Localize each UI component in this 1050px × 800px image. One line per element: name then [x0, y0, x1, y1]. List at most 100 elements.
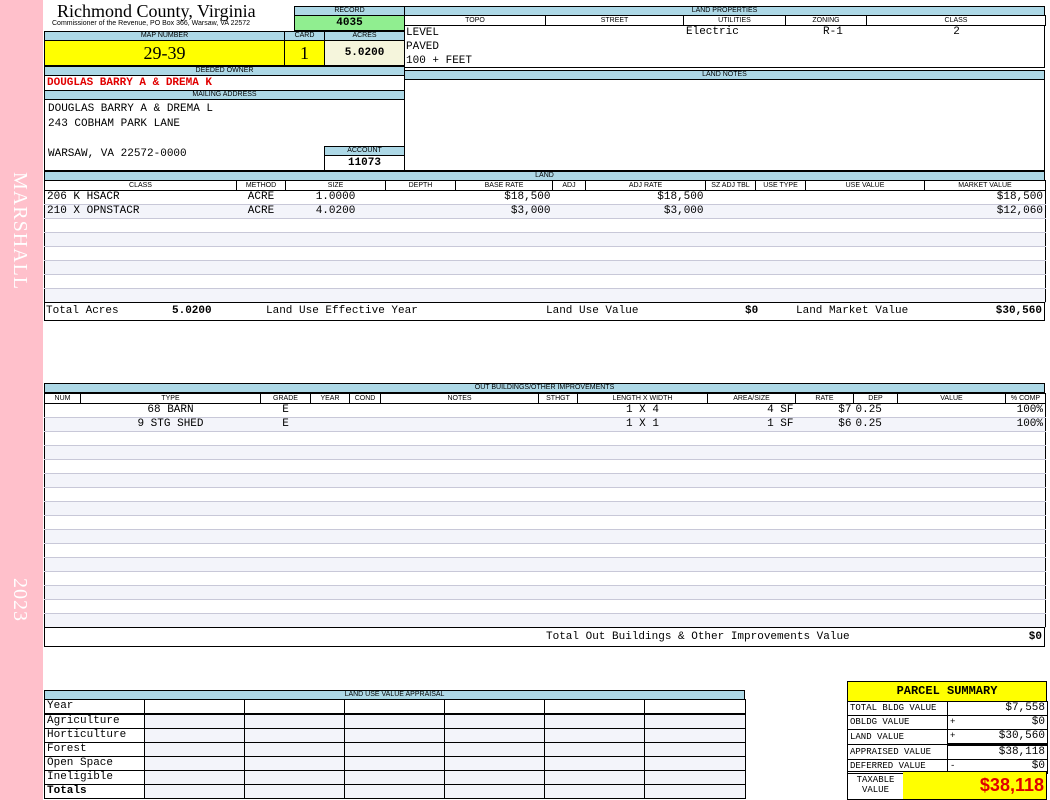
table-cell — [705, 246, 756, 261]
summary-sign: + — [950, 717, 956, 727]
table-cell — [552, 274, 586, 289]
table-cell — [310, 529, 350, 544]
table-row — [44, 445, 1046, 460]
table-cell — [385, 288, 456, 303]
table-cell: E — [260, 417, 311, 432]
table-cell — [544, 742, 645, 757]
land-market-value-label: Land Market Value — [796, 305, 909, 317]
table-cell — [795, 445, 854, 460]
table-cell: 100% — [1005, 403, 1046, 418]
table-cell — [310, 515, 350, 530]
table-cell — [380, 613, 539, 628]
table-cell — [44, 529, 81, 544]
table-cell: $7 — [795, 403, 854, 418]
table-cell — [538, 459, 578, 474]
table-row — [44, 487, 1046, 502]
table-row — [44, 459, 1046, 474]
table-cell — [544, 699, 645, 715]
table-cell — [80, 459, 261, 474]
parcel-summary-table: TOTAL BLDG VALUE $7,558 OBLDG VALUE + $0 LAND… — [847, 701, 1048, 774]
table-cell — [344, 742, 445, 757]
table-cell — [755, 274, 806, 289]
table-cell — [552, 288, 586, 303]
table-cell — [144, 742, 245, 757]
table-cell — [444, 742, 545, 757]
summary-label: OBLDG VALUE — [847, 715, 948, 730]
table-cell — [538, 473, 578, 488]
table-cell — [44, 232, 237, 247]
table-cell — [853, 445, 898, 460]
header-row: CLASS METHOD SIZE DEPTH BASE RATE ADJ ADJ RATE… — [44, 180, 1046, 191]
outbuildings-total: Total Out Buildings & Other Improvements… — [44, 627, 1045, 647]
table-cell: 1 X 1 — [577, 417, 708, 432]
table-cell — [80, 571, 261, 586]
row-label: Open Space — [44, 756, 145, 771]
table-cell — [853, 473, 898, 488]
table-cell — [349, 599, 381, 614]
table-cell — [44, 473, 81, 488]
table-cell — [795, 529, 854, 544]
table-cell — [707, 557, 796, 572]
land-notes-label: LAND NOTES — [404, 70, 1045, 80]
table-cell — [577, 599, 708, 614]
table-cell — [707, 571, 796, 586]
table-cell — [897, 529, 1006, 544]
table-cell — [705, 232, 756, 247]
column-header: YEAR — [310, 393, 350, 404]
table-cell — [644, 742, 746, 757]
table-cell — [349, 613, 381, 628]
table-cell — [853, 585, 898, 600]
column-header: COND — [349, 393, 381, 404]
table-cell — [897, 599, 1006, 614]
table-cell — [897, 459, 1006, 474]
column-header: % COMP — [1005, 393, 1046, 404]
account-number: 11073 — [324, 155, 405, 171]
table-cell — [44, 288, 237, 303]
table-cell — [897, 515, 1006, 530]
table-cell — [755, 190, 806, 205]
land-use-row: Open Space — [44, 756, 746, 771]
total-acres: 5.0200 — [172, 305, 212, 317]
table-cell — [577, 459, 708, 474]
table-row — [44, 599, 1046, 614]
column-header: USE VALUE — [805, 180, 925, 191]
table-cell — [795, 515, 854, 530]
table-cell — [707, 599, 796, 614]
utilities-value: Electric — [686, 26, 739, 38]
table-cell — [310, 557, 350, 572]
column-header: TYPE — [80, 393, 261, 404]
table-row: 206 K HSACR ACRE 1.0000 $18,500 $18,500 $18,5… — [44, 190, 1046, 205]
table-cell — [244, 742, 345, 757]
table-cell — [1005, 459, 1046, 474]
table-cell — [853, 529, 898, 544]
table-cell — [1005, 445, 1046, 460]
column-header: NOTES — [380, 393, 539, 404]
table-cell — [707, 445, 796, 460]
table-cell: 1 X 4 — [577, 403, 708, 418]
table-cell — [707, 431, 796, 446]
mailing-line: DOUGLAS BARRY A & DREMA L — [48, 103, 214, 115]
summary-amount: $0 — [1031, 716, 1045, 729]
table-cell — [385, 204, 456, 219]
summary-amount: $7,558 — [1005, 702, 1045, 715]
row-label: Horticulture — [44, 728, 145, 743]
table-cell: 4.0200 — [285, 204, 386, 219]
table-cell — [455, 246, 553, 261]
table-cell — [707, 515, 796, 530]
table-cell — [805, 288, 925, 303]
table-cell — [795, 571, 854, 586]
table-cell — [585, 274, 706, 289]
table-cell — [285, 260, 386, 275]
table-cell — [644, 756, 746, 771]
table-cell — [344, 699, 445, 715]
table-cell — [853, 487, 898, 502]
table-cell — [44, 599, 81, 614]
table-cell — [897, 403, 1006, 418]
summary-value: + $30,560 — [947, 729, 1048, 745]
table-cell — [80, 501, 261, 516]
table-cell — [349, 571, 381, 586]
table-cell — [795, 431, 854, 446]
table-cell — [805, 218, 925, 233]
table-cell — [755, 246, 806, 261]
table-cell: $18,500 — [585, 190, 706, 205]
